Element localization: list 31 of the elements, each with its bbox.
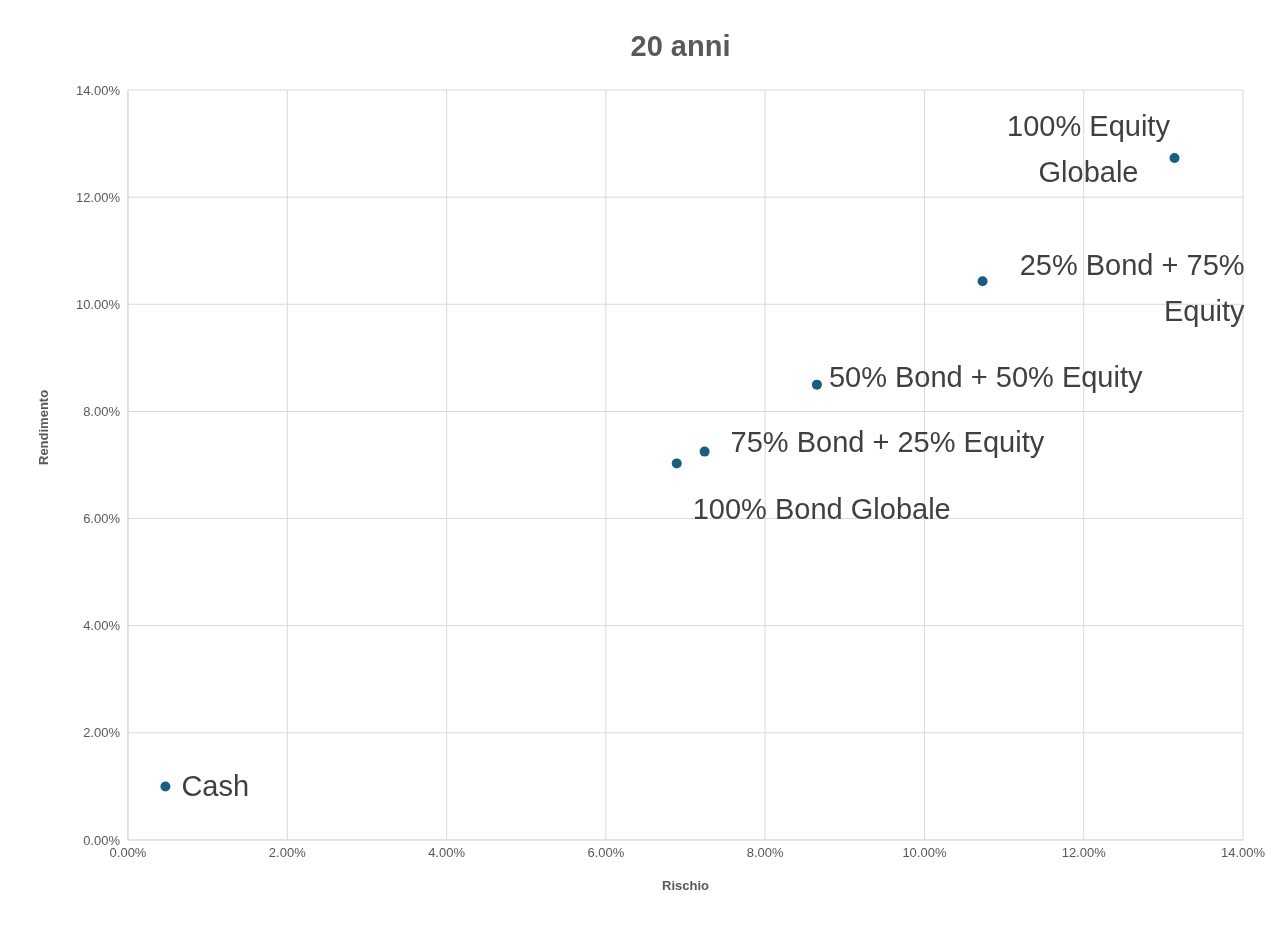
y-tick-label: 8.00%	[83, 404, 121, 420]
point	[1169, 153, 1180, 164]
point	[977, 276, 988, 287]
y-tick-label: 4.00%	[83, 618, 121, 634]
x-tick-label: 6.00%	[587, 845, 625, 861]
y-tick-label: 12.00%	[75, 189, 121, 205]
x-tick-label: 0.00%	[109, 845, 147, 861]
annotation: 50% Bond + 50% Equity	[828, 360, 1143, 393]
point	[699, 446, 710, 457]
annotation: 75% Bond + 25% Equity	[730, 425, 1045, 458]
y-tick-label: 6.00%	[83, 511, 121, 527]
annotation: 100% Equity Globale	[1007, 110, 1171, 189]
y-tick-label: 2.00%	[83, 725, 121, 741]
y-axis-title: Rendimento	[35, 389, 51, 465]
y-tick-label: 0.00%	[83, 832, 121, 848]
x-tick-label: 14.00%	[1220, 845, 1266, 861]
annotation: 100% Bond Globale	[692, 493, 951, 526]
point	[671, 458, 682, 469]
x-tick-label: 12.00%	[1061, 845, 1107, 861]
annotation: 25% Bond + 75% Equity	[1019, 249, 1246, 328]
x-tick-label: 2.00%	[268, 845, 307, 861]
x-tick-label: 8.00%	[746, 845, 785, 861]
point	[160, 781, 171, 792]
chart-title: 20 anni	[629, 29, 732, 64]
y-tick-label: 10.00%	[75, 296, 121, 312]
y-tick-label: 14.00%	[75, 82, 121, 98]
x-tick-label: 10.00%	[902, 845, 947, 861]
annotation: Cash	[181, 770, 250, 803]
x-axis-title: Rischio	[662, 878, 710, 893]
x-tick-label: 4.00%	[428, 845, 466, 861]
point	[811, 379, 822, 390]
